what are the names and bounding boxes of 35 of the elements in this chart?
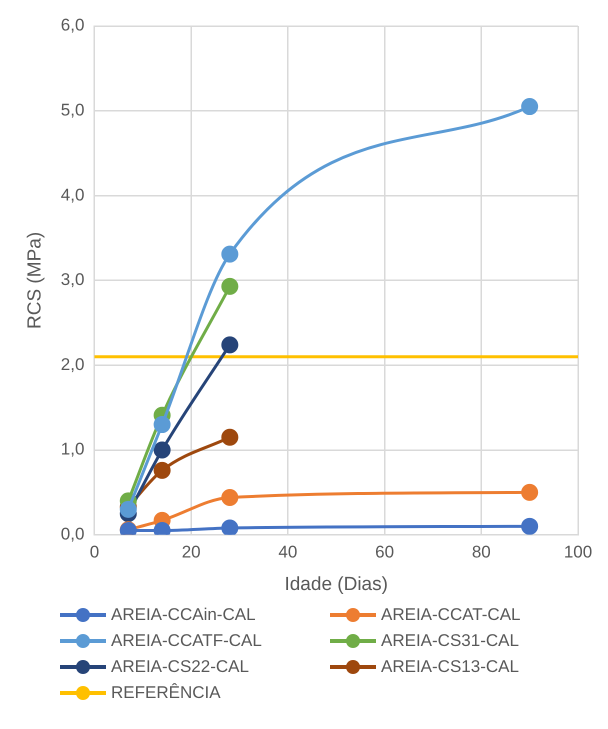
point: [221, 336, 238, 354]
x-tick-label: 60: [375, 542, 394, 562]
x-tick-label: 0: [90, 542, 100, 562]
y-tick-label: 1,0: [60, 440, 84, 459]
point: [154, 416, 171, 434]
legend-label: AREIA-CCAin-CAL: [111, 604, 256, 624]
point: [154, 442, 171, 458]
legend-label: REFERÊNCIA: [111, 682, 221, 702]
point: [120, 500, 137, 518]
point: [221, 488, 238, 506]
point: [221, 278, 238, 295]
point: [521, 98, 538, 116]
x-tick-label: 80: [472, 542, 491, 562]
y-tick-label: 4,0: [60, 185, 84, 204]
y-tick-label: 3,0: [60, 270, 84, 290]
point: [521, 518, 538, 535]
legend-label: AREIA-CS22-CAL: [111, 656, 249, 676]
x-tick-label: 20: [182, 542, 201, 562]
point: [154, 462, 171, 479]
legend-label: AREIA-CS13-CAL: [381, 656, 519, 676]
legend-label: AREIA-CS31-CAL: [381, 630, 519, 650]
point: [221, 520, 238, 535]
x-axis-title: Idade (Dias): [284, 574, 388, 595]
legend-label: AREIA-CCAT-CAL: [381, 604, 520, 624]
y-tick-label: 6,0: [60, 16, 84, 35]
y-axis-title: RCS (MPa): [24, 232, 46, 329]
point: [221, 428, 238, 446]
x-tick-label: 40: [278, 542, 298, 562]
point: [221, 246, 238, 263]
point: [521, 484, 538, 501]
y-tick-label: 0,0: [60, 524, 84, 544]
y-tick-label: 2,0: [60, 354, 84, 374]
y-tick-label: 5,0: [60, 100, 84, 120]
legend-label: AREIA-CCATF-CAL: [111, 630, 262, 650]
x-tick-label: 100: [564, 542, 592, 562]
